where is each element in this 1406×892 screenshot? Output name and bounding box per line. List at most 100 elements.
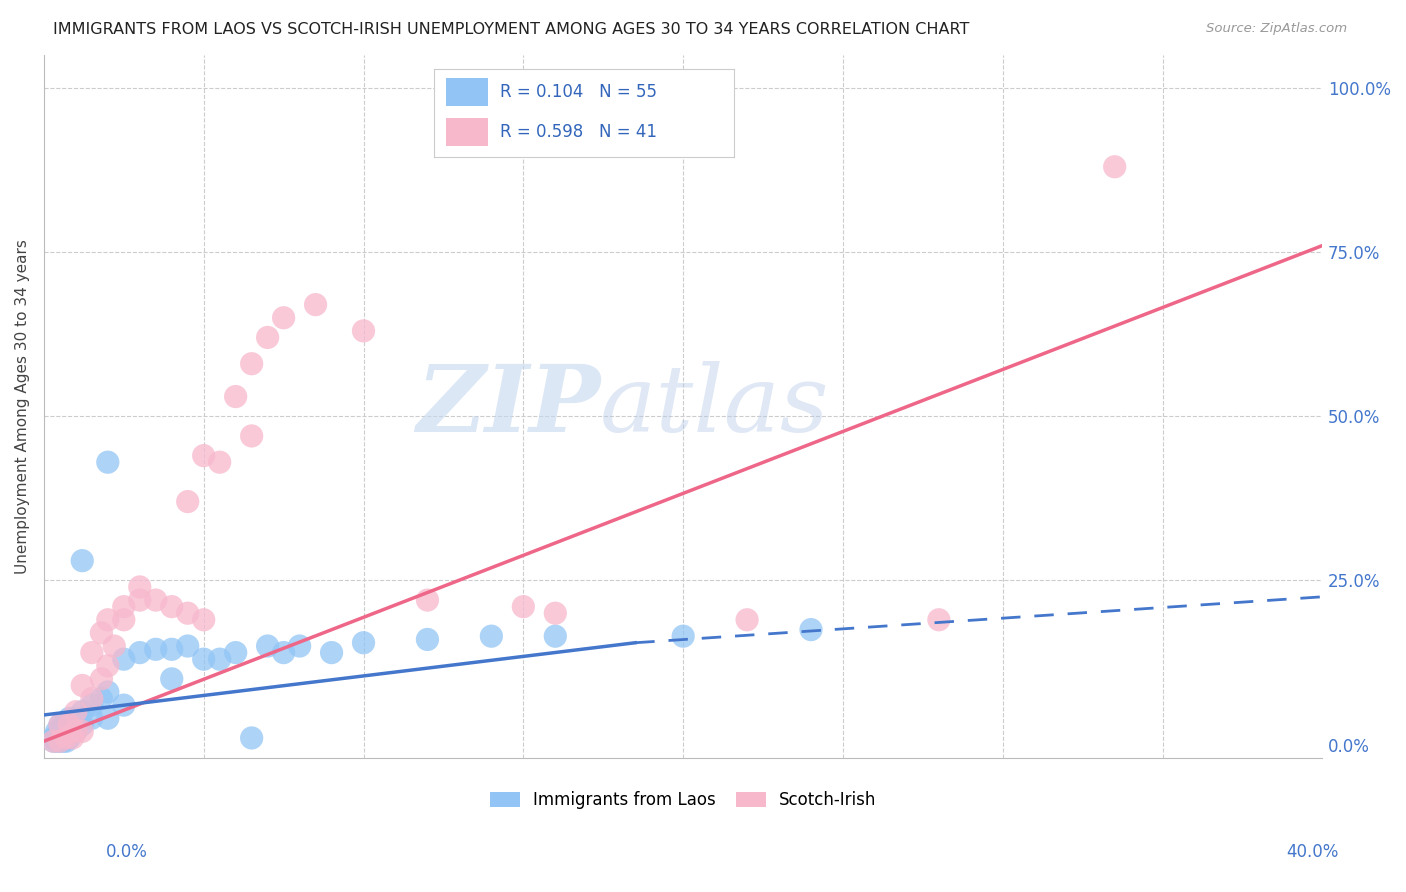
Point: [65, 724, 87, 739]
Point: [112, 698, 135, 712]
Point: [70, 678, 93, 692]
Point: [353, 324, 375, 338]
Point: [177, 494, 200, 508]
Point: [112, 599, 135, 614]
Point: [304, 298, 326, 312]
Point: [160, 642, 183, 657]
Point: [52, 718, 75, 732]
Text: 40.0%: 40.0%: [1286, 843, 1339, 861]
Point: [58, 718, 80, 732]
Point: [55, 731, 77, 745]
Point: [55, 731, 77, 745]
Point: [273, 310, 295, 325]
Text: 0.0%: 0.0%: [105, 843, 148, 861]
Point: [52, 734, 75, 748]
Text: IMMIGRANTS FROM LAOS VS SCOTCH-IRISH UNEMPLOYMENT AMONG AGES 30 TO 34 YEARS CORR: IMMIGRANTS FROM LAOS VS SCOTCH-IRISH UNE…: [53, 22, 970, 37]
Point: [416, 593, 439, 607]
Point: [42, 734, 65, 748]
Point: [80, 711, 103, 725]
Point: [55, 718, 77, 732]
Point: [145, 593, 167, 607]
Point: [80, 646, 103, 660]
Y-axis label: Unemployment Among Ages 30 to 34 years: Unemployment Among Ages 30 to 34 years: [15, 239, 30, 574]
Point: [103, 639, 125, 653]
Point: [145, 642, 167, 657]
Point: [52, 724, 75, 739]
Point: [49, 718, 72, 732]
Point: [256, 639, 278, 653]
Point: [65, 711, 87, 725]
Point: [208, 652, 231, 666]
Point: [90, 626, 112, 640]
Point: [193, 613, 215, 627]
Text: ZIP: ZIP: [416, 361, 600, 451]
Point: [128, 593, 150, 607]
Point: [193, 449, 215, 463]
Point: [65, 718, 87, 732]
Point: [90, 691, 112, 706]
Point: [42, 731, 65, 745]
Point: [128, 580, 150, 594]
Point: [49, 734, 72, 748]
Point: [208, 455, 231, 469]
Point: [97, 455, 120, 469]
Point: [80, 691, 103, 706]
Point: [544, 629, 567, 643]
Point: [49, 731, 72, 745]
Point: [479, 629, 502, 643]
Point: [70, 554, 93, 568]
Point: [58, 731, 80, 745]
Point: [45, 724, 67, 739]
Point: [55, 724, 77, 739]
Point: [177, 606, 200, 620]
Point: [928, 613, 950, 627]
Point: [112, 613, 135, 627]
Point: [55, 734, 77, 748]
Point: [193, 652, 215, 666]
Text: Source: ZipAtlas.com: Source: ZipAtlas.com: [1206, 22, 1347, 36]
Point: [70, 724, 93, 739]
Text: atlas: atlas: [600, 361, 830, 451]
Point: [58, 724, 80, 739]
Point: [97, 685, 120, 699]
Point: [97, 658, 120, 673]
Point: [65, 705, 87, 719]
Point: [58, 711, 80, 725]
Point: [240, 429, 263, 443]
Point: [416, 632, 439, 647]
Point: [90, 672, 112, 686]
Legend: Immigrants from Laos, Scotch-Irish: Immigrants from Laos, Scotch-Irish: [484, 785, 883, 816]
Point: [240, 357, 263, 371]
Point: [160, 672, 183, 686]
Point: [70, 705, 93, 719]
Point: [321, 646, 343, 660]
Point: [288, 639, 311, 653]
Point: [58, 718, 80, 732]
Point: [42, 734, 65, 748]
Point: [45, 734, 67, 748]
Point: [353, 636, 375, 650]
Point: [512, 599, 534, 614]
Point: [225, 390, 247, 404]
Point: [62, 731, 84, 745]
Point: [800, 623, 823, 637]
Point: [49, 724, 72, 739]
Point: [177, 639, 200, 653]
Point: [49, 718, 72, 732]
Point: [544, 606, 567, 620]
Point: [49, 734, 72, 748]
Point: [52, 731, 75, 745]
Point: [256, 330, 278, 344]
Point: [97, 613, 120, 627]
Point: [160, 599, 183, 614]
Point: [273, 646, 295, 660]
Point: [240, 731, 263, 745]
Point: [128, 646, 150, 660]
Point: [65, 724, 87, 739]
Point: [735, 613, 758, 627]
Point: [97, 711, 120, 725]
Point: [62, 724, 84, 739]
Point: [672, 629, 695, 643]
Point: [225, 646, 247, 660]
Point: [80, 698, 103, 712]
